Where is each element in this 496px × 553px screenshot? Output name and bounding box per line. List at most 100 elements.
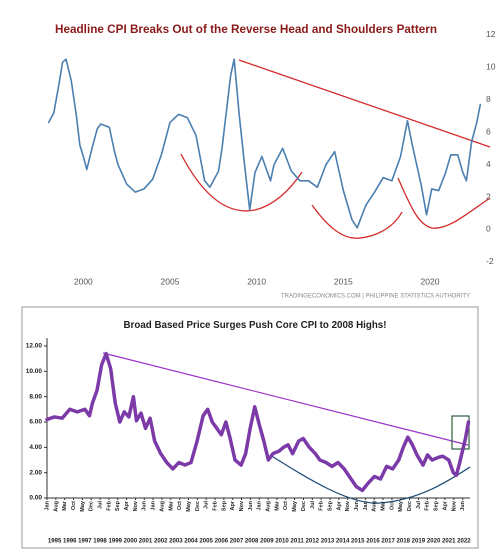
x-year-label: 2006 (215, 539, 229, 545)
x-tick-label: Nov (133, 500, 139, 511)
x-tick-label: Nov (239, 500, 245, 511)
x-tick-label: Aug (372, 501, 378, 512)
x-year-label: 2007 (230, 539, 244, 545)
x-tick-label: Aug (266, 501, 272, 512)
x-tick-label: Oct (177, 501, 183, 510)
x-year-label: 1997 (78, 539, 92, 545)
x-tick-label: Jun (142, 500, 148, 510)
x-tick-label: Jul (98, 501, 104, 509)
x-year-label: 2014 (336, 539, 350, 545)
y-tick-label: 6.00 (29, 419, 42, 426)
x-tick-label: Jan (151, 500, 157, 510)
y-tick-label: 8 (486, 94, 491, 104)
x-tick-label: Apr (336, 500, 342, 510)
x-tick-label: Sep (327, 500, 333, 511)
x-tick-label: May (80, 500, 86, 512)
trend-annotations (102, 352, 471, 504)
x-tick-label: Sep (434, 500, 440, 511)
x-tick-label: Apr (124, 500, 130, 510)
x-tick-label: Nov (345, 500, 351, 511)
x-year-label: 2011 (290, 539, 304, 545)
x-year-label: 1999 (108, 539, 122, 545)
x-tick-label: Sep (221, 500, 227, 511)
left-shoulder (180, 153, 303, 212)
x-tick-label: Jan (44, 500, 50, 510)
y-tick-label: 2.00 (29, 469, 42, 476)
x-year-label: 1998 (93, 539, 107, 545)
x-year-label: 2001 (139, 539, 153, 545)
x-tick-label: 2015 (334, 276, 353, 286)
x-tick-label: Dec (89, 501, 95, 511)
x-tick-label: Mar (274, 500, 280, 511)
x-year-label: 2003 (169, 539, 183, 545)
chart-title: Headline CPI Breaks Out of the Reverse H… (55, 22, 437, 36)
x-tick-label: Mar (168, 500, 174, 511)
x-tick-label: Oct (283, 501, 289, 510)
y-tick-label: 8.00 (29, 393, 42, 400)
x-tick-label: May (186, 500, 192, 512)
x-tick-label: Oct (71, 501, 77, 510)
x-year-label: 2013 (321, 539, 335, 545)
x-tick-label: Mar (381, 500, 387, 511)
y-tick-label: 4 (486, 159, 491, 169)
x-tick-label: Jul (416, 501, 422, 509)
x-tick-label: Aug (53, 501, 59, 512)
x-year-label: 2019 (412, 539, 426, 545)
x-year-label: 2005 (199, 539, 213, 545)
x-tick-label: Feb (319, 500, 325, 510)
x-tick-label: May (398, 500, 404, 512)
y-tick-label: 0 (486, 224, 491, 234)
x-tick-label: Sep (115, 500, 121, 511)
y-tick-label: 10.00 (26, 368, 43, 375)
data-line (45, 351, 471, 493)
x-year-label: 1996 (63, 539, 77, 545)
x-tick-label: Dec (301, 501, 307, 511)
highlight-box (451, 415, 470, 450)
right-shoulder (397, 177, 491, 229)
x-tick-label: Jun (460, 500, 466, 510)
x-year-label: 1995 (48, 539, 62, 545)
x-tick-label: 2010 (247, 276, 266, 286)
chart-frame (21, 306, 479, 549)
head (311, 204, 403, 239)
y-tick-label: -2 (486, 256, 494, 266)
x-tick-label: Aug (159, 501, 165, 512)
x-tick-label: Mar (62, 500, 68, 511)
x-tick-label: Jun (248, 500, 254, 510)
x-year-label: 2021 (442, 539, 456, 545)
x-year-label: 2002 (154, 539, 168, 545)
x-year-label: 2015 (351, 539, 365, 545)
resistance-line (238, 59, 491, 148)
x-year-label: 2012 (306, 539, 320, 545)
x-year-label: 2009 (260, 539, 274, 545)
x-year-label: 2008 (245, 539, 259, 545)
y-tick-label: 12 (486, 29, 496, 39)
x-tick-label: Apr (442, 500, 448, 510)
x-tick-label: Jan (363, 500, 369, 510)
x-year-label: 2016 (366, 539, 380, 545)
y-tick-label: 2 (486, 191, 491, 201)
data-line (47, 58, 482, 229)
x-year-label: 2020 (427, 539, 441, 545)
x-tick-label: Dec (195, 501, 201, 511)
chart-title: Broad Based Price Surges Push Core CPI t… (124, 319, 387, 331)
source-note: TRADINGECONOMICS.COM | PHILIPPINE STATIS… (281, 294, 470, 300)
x-year-label: 2010 (275, 539, 289, 545)
x-tick-label: Jul (310, 501, 316, 509)
x-year-label: 2017 (381, 539, 395, 545)
x-tick-label: Jan (257, 500, 263, 510)
x-tick-label: Dec (407, 501, 413, 511)
y-tick-label: 4.00 (29, 444, 42, 451)
x-tick-label: 2000 (74, 276, 93, 286)
x-year-label: 2000 (124, 539, 138, 545)
x-year-label: 2022 (457, 539, 471, 545)
y-tick-label: 6 (486, 126, 491, 136)
x-tick-label: Feb (212, 500, 218, 510)
x-tick-label: 2020 (421, 276, 440, 286)
x-year-label: 2004 (184, 539, 198, 545)
y-tick-label: 10 (486, 62, 496, 72)
trend-line (102, 352, 469, 446)
pattern-annotations (180, 59, 491, 239)
